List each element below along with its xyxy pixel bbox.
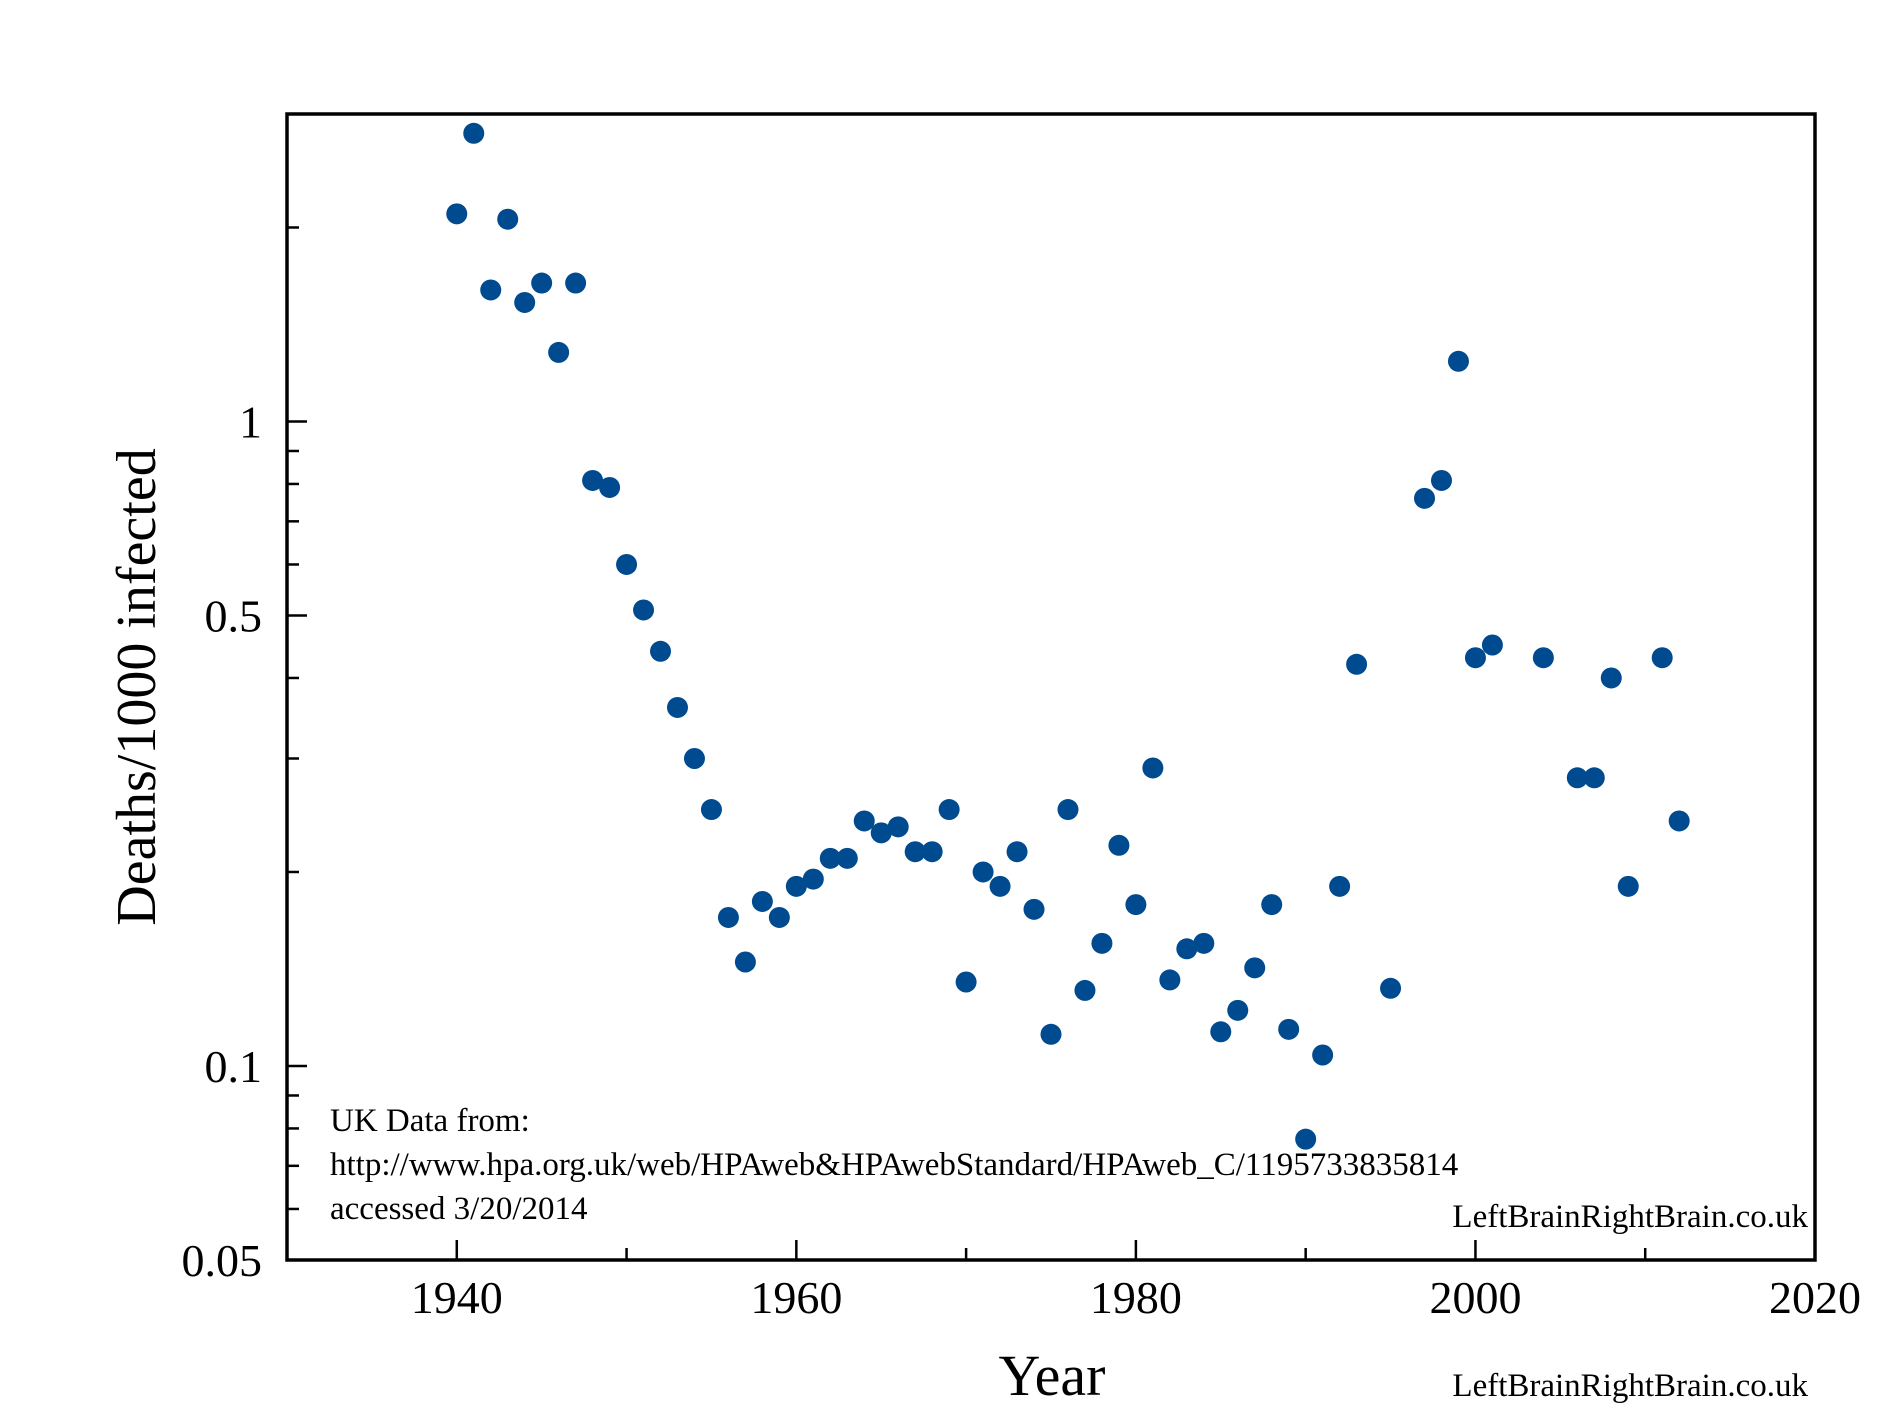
- data-point: [1651, 647, 1673, 669]
- data-point: [531, 272, 553, 294]
- data-point: [1142, 757, 1164, 779]
- data-point: [1159, 969, 1181, 991]
- data-point: [1447, 350, 1469, 372]
- data-point: [1091, 932, 1113, 954]
- data-point: [734, 951, 756, 973]
- data-point: [1414, 487, 1436, 509]
- data-point: [853, 810, 875, 832]
- y-tick-label: 0.1: [205, 1041, 263, 1092]
- data-point: [870, 822, 892, 844]
- data-point: [616, 553, 638, 575]
- x-tick-label: 1940: [411, 1272, 503, 1323]
- data-point: [751, 890, 773, 912]
- data-point: [1210, 1021, 1232, 1043]
- data-point: [1295, 1128, 1317, 1150]
- data-point: [1227, 999, 1249, 1021]
- data-point: [700, 799, 722, 821]
- source-note-line1: UK Data from:: [330, 1103, 530, 1139]
- data-point: [1600, 667, 1622, 689]
- data-point: [1057, 799, 1079, 821]
- data-point: [836, 847, 858, 869]
- data-point: [565, 272, 587, 294]
- data-point: [1380, 977, 1402, 999]
- y-tick-label: 0.05: [182, 1235, 263, 1286]
- data-point: [1023, 898, 1045, 920]
- plot-frame: [285, 112, 1817, 1262]
- data-point: [1108, 834, 1130, 856]
- source-note-url: http://www.hpa.org.uk/web/HPAweb&HPAwebS…: [330, 1147, 1458, 1183]
- data-point: [1464, 647, 1486, 669]
- data-point: [1566, 767, 1588, 789]
- data-point: [938, 799, 960, 821]
- data-point: [599, 476, 621, 498]
- data-point: [1430, 469, 1452, 491]
- data-point: [1040, 1023, 1062, 1045]
- data-point: [887, 816, 909, 838]
- data-point: [480, 279, 502, 301]
- data-point: [463, 122, 485, 144]
- watermark-inside-plot: LeftBrainRightBrain.co.uk: [1452, 1199, 1808, 1235]
- data-point: [955, 971, 977, 993]
- data-point: [785, 875, 807, 897]
- data-point: [1481, 634, 1503, 656]
- data-point: [1329, 875, 1351, 897]
- data-points: [446, 122, 1690, 1150]
- data-point: [1583, 767, 1605, 789]
- data-point: [582, 469, 604, 491]
- data-point: [1617, 875, 1639, 897]
- data-point: [989, 875, 1011, 897]
- data-point: [904, 841, 926, 863]
- data-point: [650, 640, 672, 662]
- x-axis-title: Year: [999, 1343, 1106, 1408]
- y-minor-ticks: [287, 226, 299, 1211]
- data-point: [717, 906, 739, 928]
- data-point: [633, 599, 655, 621]
- data-point: [446, 203, 468, 225]
- data-point: [921, 841, 943, 863]
- data-point: [1312, 1044, 1334, 1066]
- x-tick-label: 2000: [1429, 1272, 1521, 1323]
- data-point: [1346, 653, 1368, 675]
- x-tick-label: 1960: [750, 1272, 842, 1323]
- watermark-bottom: LeftBrainRightBrain.co.uk: [1452, 1368, 1808, 1404]
- data-point: [1074, 979, 1096, 1001]
- data-point: [1261, 894, 1283, 916]
- data-point: [768, 906, 790, 928]
- source-note-accessed: accessed 3/20/2014: [330, 1191, 588, 1227]
- x-ticks: 1940 1960 1980 2000 2020: [411, 1240, 1861, 1323]
- data-point: [1125, 894, 1147, 916]
- data-point: [1532, 647, 1554, 669]
- data-point: [1668, 810, 1690, 832]
- data-point: [548, 341, 570, 363]
- x-tick-label: 2020: [1769, 1272, 1861, 1323]
- y-axis-title: Deaths/1000 infected: [106, 448, 168, 925]
- y-tick-label: 0.5: [205, 591, 263, 642]
- data-point: [802, 868, 824, 890]
- data-point: [497, 208, 519, 230]
- x-tick-label: 1980: [1090, 1272, 1182, 1323]
- data-point: [683, 747, 705, 769]
- data-point: [972, 861, 994, 883]
- data-point: [666, 696, 688, 718]
- data-point: [1176, 938, 1198, 960]
- data-point: [819, 847, 841, 869]
- y-tick-label: 1: [239, 396, 262, 447]
- data-point: [1193, 932, 1215, 954]
- data-point: [1006, 841, 1028, 863]
- data-point: [1244, 957, 1266, 979]
- data-point: [514, 291, 536, 313]
- data-point: [1278, 1018, 1300, 1040]
